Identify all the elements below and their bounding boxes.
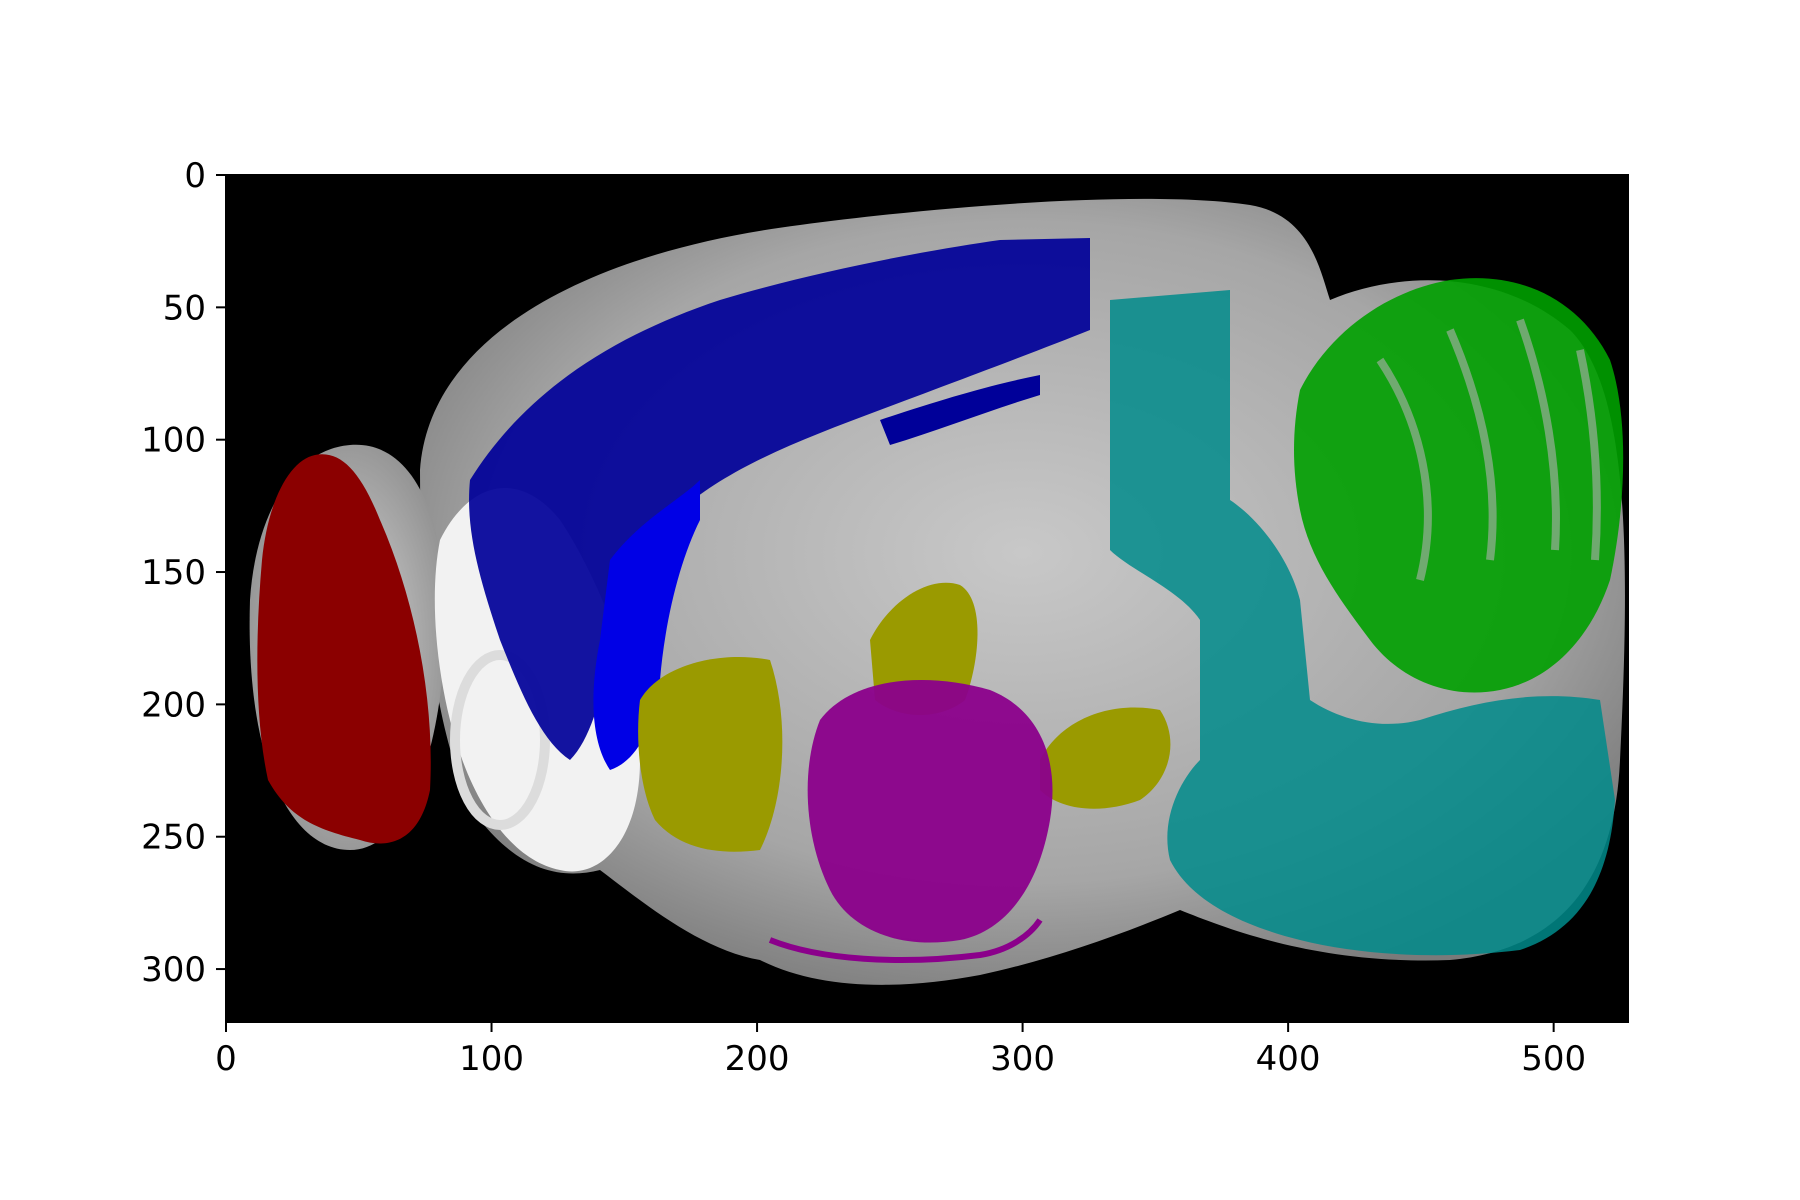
y-tick-label: 50 [163, 288, 206, 328]
x-tick-label: 0 [215, 1039, 237, 1079]
blue-region-bright [593, 480, 700, 770]
x-tick-label: 400 [1256, 1039, 1321, 1079]
green-folia [1376, 318, 1601, 581]
y-tick-label: 100 [141, 421, 206, 461]
y-tick-label: 150 [141, 553, 206, 593]
blue-region-cortex [469, 238, 1091, 760]
blue-region-stripe [880, 375, 1040, 445]
cyan-region [1110, 290, 1615, 956]
y-tick-label: 200 [141, 685, 206, 725]
red-region [257, 454, 431, 844]
x-tick-label: 500 [1521, 1039, 1586, 1079]
axes-frame [225, 174, 1629, 1023]
y-tick-label: 250 [141, 818, 206, 858]
y-axis: 0 50 100 150 200 250 300 [141, 156, 226, 990]
x-axis: 0 100 200 300 400 500 [215, 1022, 1586, 1079]
y-tick-label: 300 [141, 950, 206, 990]
magenta-region [807, 680, 1053, 943]
y-tick-label: 0 [184, 156, 206, 196]
yellow-region-1 [638, 656, 783, 852]
yellow-region-3 [1040, 707, 1171, 809]
ventricle-ring [450, 650, 550, 830]
magenta-region-lower [768, 918, 1043, 963]
x-tick-label: 300 [990, 1039, 1055, 1079]
brain-image [249, 198, 1625, 985]
x-tick-label: 100 [459, 1039, 524, 1079]
x-tick-label: 200 [725, 1039, 790, 1079]
